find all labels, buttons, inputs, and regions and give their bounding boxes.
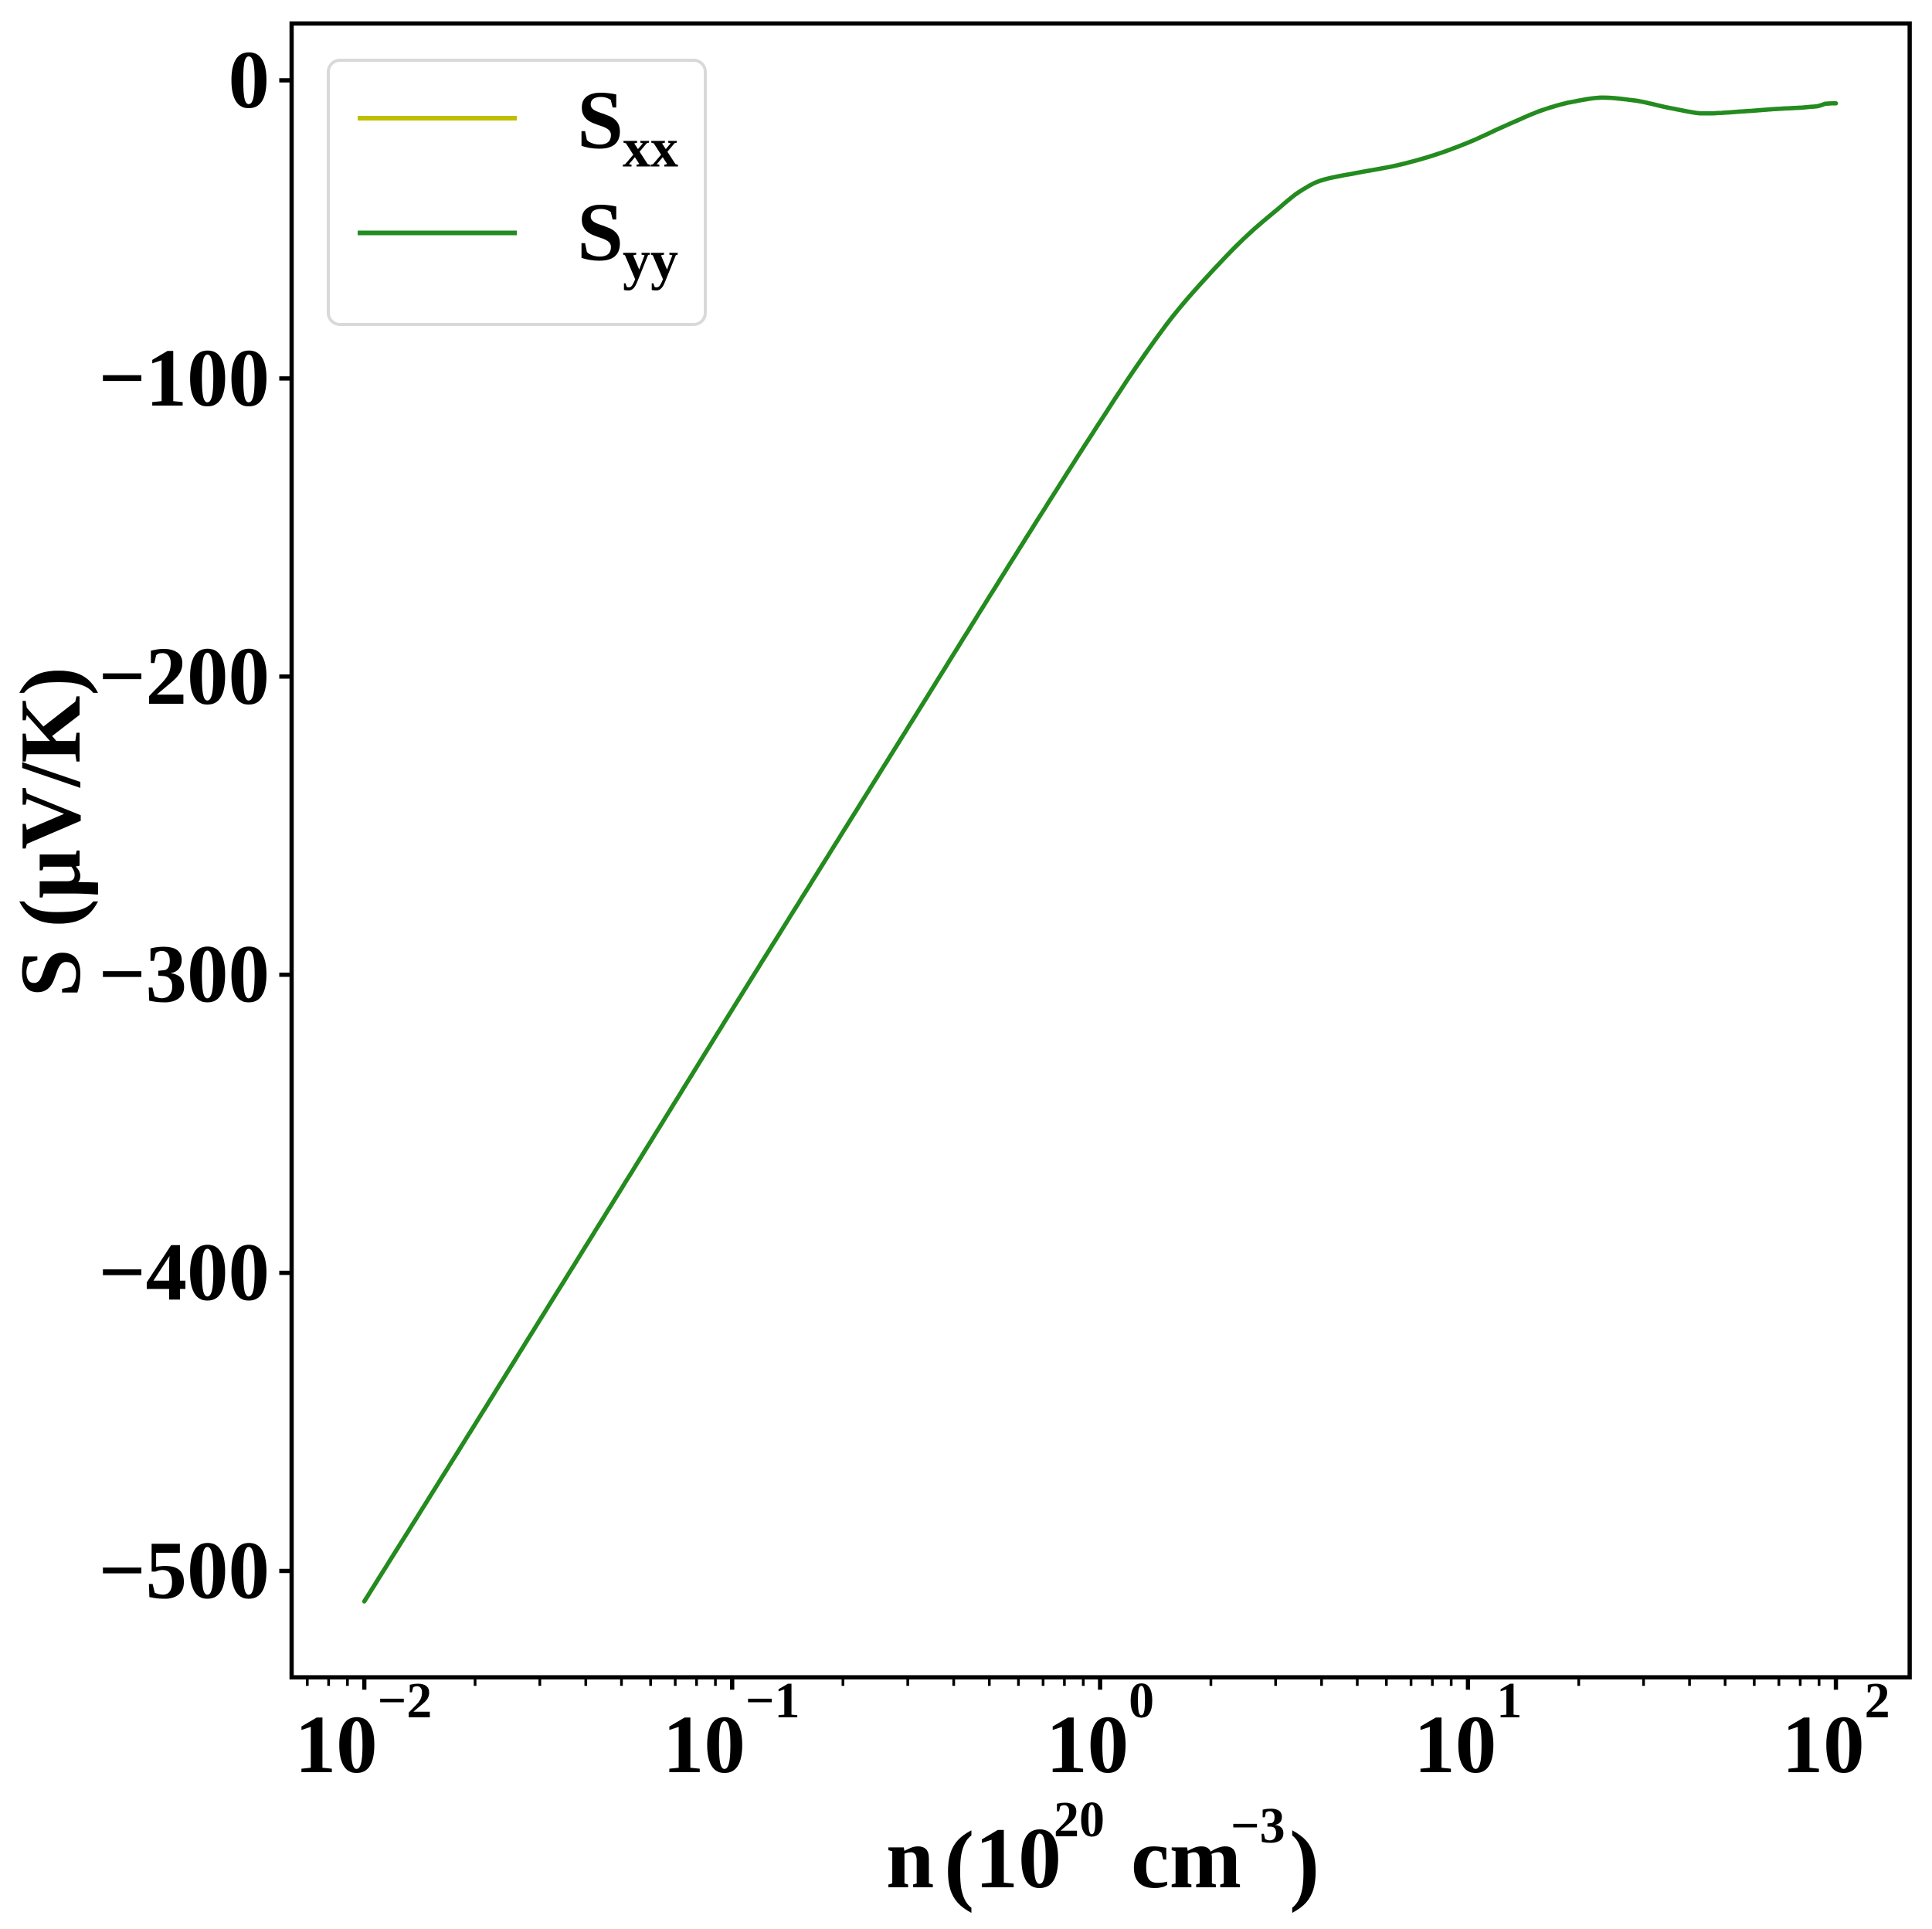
svg-text:yy: yy [623, 229, 678, 290]
svg-text:20: 20 [1054, 1791, 1105, 1848]
svg-text:xx: xx [623, 117, 678, 178]
svg-text:2: 2 [1865, 1673, 1890, 1729]
svg-text:−300: −300 [99, 929, 270, 1021]
svg-text:): ) [1289, 1812, 1319, 1914]
svg-text:−2: −2 [378, 1673, 433, 1729]
svg-text:0: 0 [229, 35, 270, 126]
svg-text:10: 10 [975, 1811, 1061, 1907]
svg-text:10: 10 [1046, 1700, 1129, 1791]
svg-text:−1: −1 [745, 1673, 800, 1729]
svg-text:10: 10 [1782, 1700, 1865, 1791]
svg-text:1: 1 [1496, 1673, 1522, 1729]
svg-text:−3: −3 [1231, 1798, 1285, 1854]
svg-text:S (μV/K): S (μV/K) [3, 667, 99, 997]
svg-text:S: S [577, 186, 623, 278]
svg-text:−500: −500 [99, 1526, 270, 1617]
svg-text:10: 10 [1414, 1700, 1496, 1791]
svg-text:n: n [886, 1811, 934, 1907]
svg-text:10: 10 [295, 1700, 378, 1791]
svg-text:−400: −400 [99, 1228, 270, 1319]
svg-text:(: ( [944, 1812, 974, 1914]
svg-text:cm: cm [1131, 1811, 1241, 1907]
svg-text:0: 0 [1129, 1673, 1154, 1729]
svg-text:10: 10 [663, 1700, 745, 1791]
svg-text:−200: −200 [99, 631, 270, 722]
svg-text:S: S [577, 74, 623, 166]
svg-text:−100: −100 [99, 333, 270, 424]
